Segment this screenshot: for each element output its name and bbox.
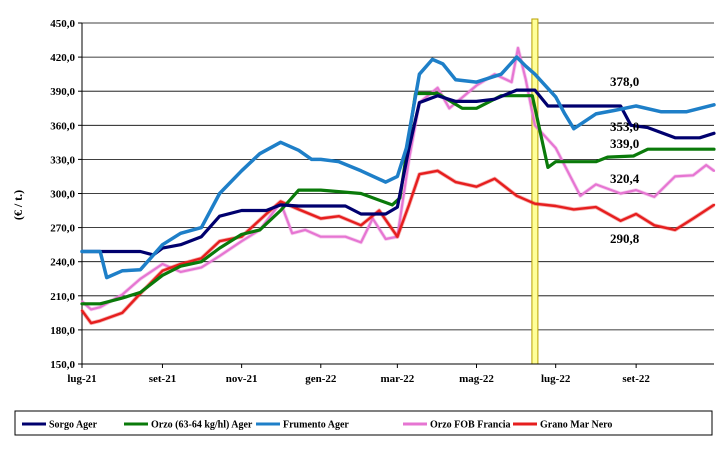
series-line	[80, 169, 716, 325]
y-tick-label: 300,0	[50, 189, 75, 201]
y-tick-label: 390,0	[50, 86, 75, 98]
legend-label: Orzo FOB Francia	[430, 420, 511, 431]
y-tick-label: 330,0	[50, 154, 75, 166]
x-tick-label: mag-22	[459, 373, 494, 385]
y-tick-label: 270,0	[50, 223, 75, 235]
y-tick-label: 150,0	[50, 359, 75, 371]
x-tick-label: set-22	[622, 373, 650, 385]
legend-label: Frumento Ager	[283, 420, 349, 431]
legend: Sorgo Ager Orzo (63-64 kg/hl) Ager Frument…	[14, 410, 713, 436]
x-tick-label: set-21	[149, 373, 177, 385]
x-tick-label: mar-22	[380, 373, 414, 385]
end-value-label: 320,4	[610, 171, 640, 186]
y-tick-label: 180,0	[50, 325, 75, 337]
legend-label: Sorgo Ager	[49, 420, 98, 431]
y-tick-label: 360,0	[50, 120, 75, 132]
y-tick-label: 450,0	[50, 18, 75, 30]
y-tick-label: 420,0	[50, 52, 75, 64]
series-line	[80, 46, 716, 311]
gridlines	[78, 22, 714, 368]
end-value-label: 290,8	[610, 231, 640, 246]
axes	[81, 23, 714, 365]
x-tick-label: gen-22	[305, 373, 337, 385]
series-line	[80, 55, 716, 280]
x-tick-label: lug-22	[541, 373, 571, 385]
y-axis-title: (€ / t.)	[11, 190, 25, 220]
tick-labels: 450,0 420,0 390,0 360,0 330,0 300,0 270,0 240,0…	[50, 18, 650, 385]
legend-label: Grano Mar Nero	[540, 420, 612, 431]
x-tick-label: lug-21	[67, 373, 96, 385]
end-value-label: 378,0	[610, 74, 639, 89]
x-tick-label: nov-21	[226, 373, 258, 385]
series-line	[80, 91, 716, 306]
end-value-label: 353,0	[610, 119, 639, 134]
series-line	[80, 88, 716, 257]
series-layer	[80, 46, 716, 326]
y-tick-label: 240,0	[50, 257, 75, 269]
legend-label: Orzo (63-64 kg/hl) Ager	[151, 420, 253, 431]
end-value-label: 339,0	[610, 136, 639, 151]
y-tick-label: 210,0	[50, 291, 75, 303]
